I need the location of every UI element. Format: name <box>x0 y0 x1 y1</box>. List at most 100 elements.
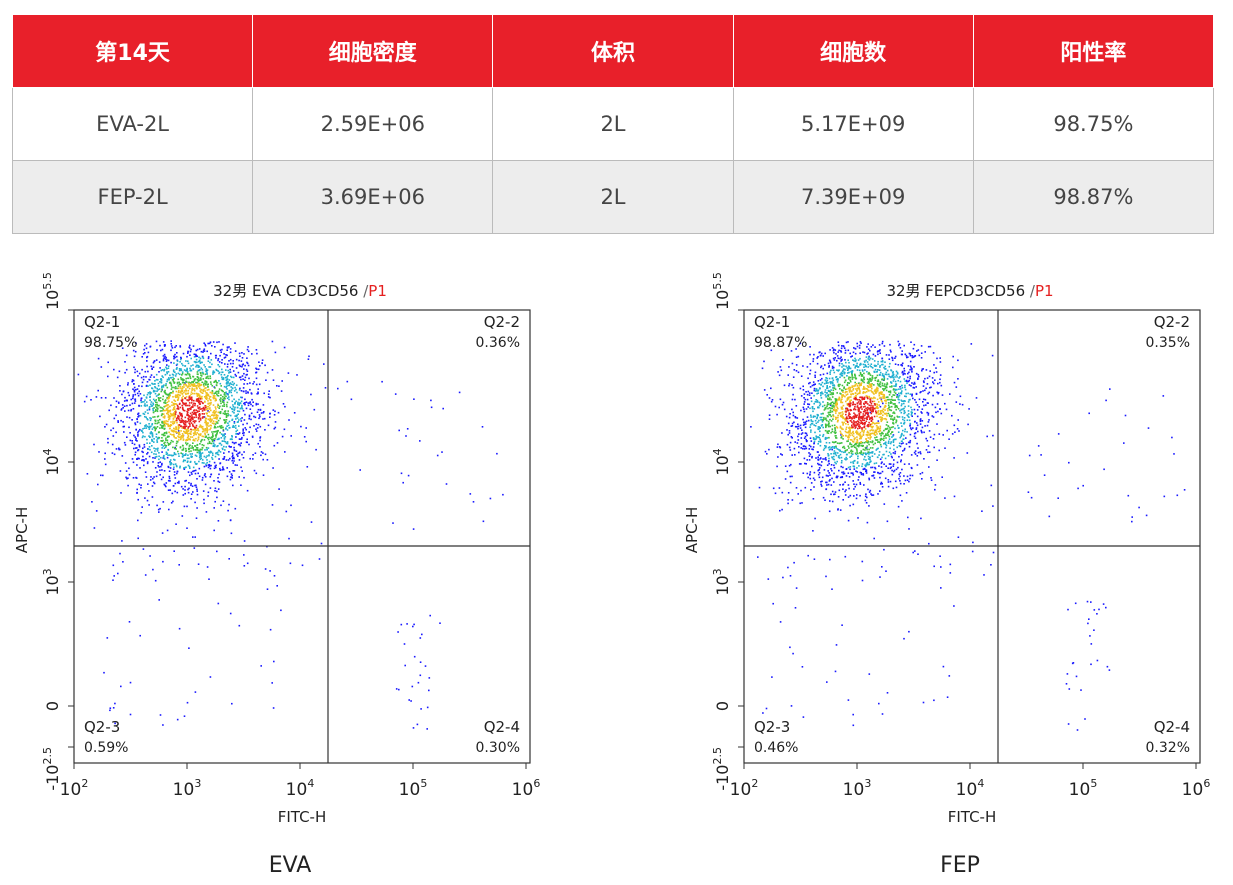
event-dot <box>932 382 935 385</box>
event-dot <box>181 419 184 421</box>
event-dot <box>174 356 176 359</box>
event-dot <box>219 431 221 434</box>
event-dot <box>125 354 128 357</box>
event-dot <box>920 352 923 354</box>
event-dot <box>273 427 276 430</box>
event-dot <box>238 389 241 391</box>
event-dot <box>208 388 210 391</box>
event-dot <box>257 408 260 411</box>
quadrant-name: Q2-4 <box>484 718 520 736</box>
event-dot <box>809 346 811 348</box>
event-dot <box>146 381 149 383</box>
event-dot <box>158 436 161 439</box>
event-dot <box>808 444 811 447</box>
event-dot <box>191 429 193 431</box>
event-dot <box>810 431 812 433</box>
event-dot <box>293 412 296 414</box>
event-dot <box>290 435 292 437</box>
event-dot <box>843 345 845 348</box>
event-dot <box>219 405 221 408</box>
event-dot <box>879 429 881 431</box>
event-dot <box>830 415 832 418</box>
event-dot <box>185 432 188 434</box>
event-dot <box>145 427 148 429</box>
event-dot <box>238 476 240 478</box>
event-dot <box>219 349 222 351</box>
event-dot <box>227 410 229 412</box>
event-dot <box>214 465 216 467</box>
event-dot <box>917 349 920 351</box>
event-dot <box>236 410 239 412</box>
event-dot <box>865 459 867 461</box>
event-dot <box>840 356 842 358</box>
event-dot <box>874 346 876 348</box>
event-dot <box>930 477 932 479</box>
event-dot <box>168 379 170 381</box>
event-dot <box>881 461 883 463</box>
event-dot <box>898 416 901 418</box>
event-dot <box>173 435 175 437</box>
event-dot <box>182 449 185 451</box>
event-dot <box>854 381 856 384</box>
event-dot <box>860 450 862 452</box>
event-dot <box>428 677 431 679</box>
event-dot <box>858 374 861 377</box>
event-dot <box>181 386 184 388</box>
event-dot <box>95 510 98 512</box>
event-dot <box>866 448 868 451</box>
event-dot <box>847 445 850 447</box>
event-dot <box>215 384 218 387</box>
event-dot <box>893 385 895 387</box>
event-dot <box>992 505 994 507</box>
event-dot <box>898 388 900 390</box>
event-dot <box>155 399 157 401</box>
event-dot <box>133 386 136 389</box>
event-dot <box>192 466 195 469</box>
event-dot <box>162 457 164 459</box>
event-dot <box>898 401 900 404</box>
event-dot <box>900 408 903 411</box>
event-dot <box>163 454 165 457</box>
event-dot <box>107 441 109 444</box>
event-dot <box>183 384 185 386</box>
event-dot <box>884 368 886 370</box>
event-dot <box>241 396 243 399</box>
event-dot <box>205 456 207 459</box>
event-dot <box>895 420 898 422</box>
event-dot <box>168 431 170 434</box>
event-dot <box>164 427 166 430</box>
event-dot <box>806 434 808 437</box>
event-dot <box>1090 643 1093 645</box>
event-dot <box>891 415 893 417</box>
event-dot <box>198 399 200 402</box>
event-dot <box>165 453 168 455</box>
event-dot <box>217 403 219 406</box>
event-dot <box>207 442 209 445</box>
event-dot <box>253 425 255 427</box>
event-dot <box>176 417 179 419</box>
event-dot <box>871 367 874 369</box>
event-dot <box>193 392 196 395</box>
event-dot <box>158 388 161 390</box>
event-dot <box>152 383 154 385</box>
event-dot <box>110 404 112 407</box>
event-dot <box>232 484 234 487</box>
event-dot <box>169 415 172 418</box>
event-dot <box>901 364 903 367</box>
event-dot <box>170 502 173 504</box>
event-dot <box>810 489 812 491</box>
event-dot <box>231 394 233 397</box>
event-dot <box>245 368 248 371</box>
event-dot <box>915 372 918 375</box>
event-dot <box>186 355 188 358</box>
plots: 32男 EVA CD3CD56 /P1Q2-198.75%Q2-20.36%Q2… <box>13 272 1210 878</box>
event-dot <box>1176 494 1179 497</box>
event-dot <box>905 443 908 445</box>
event-dot <box>176 440 178 443</box>
event-dot <box>173 458 175 461</box>
event-dot <box>134 400 137 402</box>
event-dot <box>157 382 160 385</box>
event-dot <box>833 384 835 386</box>
event-dot <box>223 437 226 439</box>
event-dot <box>198 420 201 423</box>
